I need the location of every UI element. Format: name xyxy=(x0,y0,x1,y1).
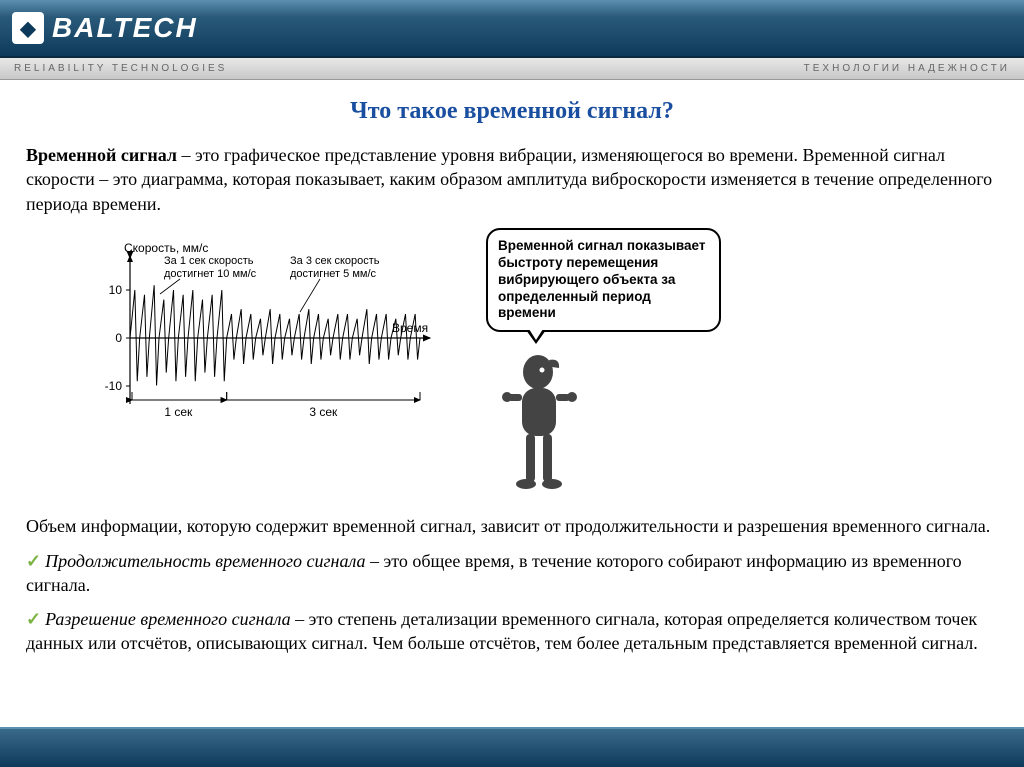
subheader-bar: RELIABILITY TECHNOLOGIES ТЕХНОЛОГИИ НАДЕ… xyxy=(0,58,1024,80)
waveform-chart: 10 0 -10 Скорость, мм/с Время За 1 сек скорос… xyxy=(86,228,456,443)
tagline-right: ТЕХНОЛОГИИ НАДЕЖНОСТИ xyxy=(804,63,1010,74)
tagline-left: RELIABILITY TECHNOLOGIES xyxy=(14,63,227,74)
bullet2-term: Разрешение временного сигнала xyxy=(45,609,291,629)
svg-text:-10: -10 xyxy=(105,379,123,393)
svg-text:За 3 сек скорость: За 3 сек скорость xyxy=(290,255,380,267)
content-area: Что такое временной сигнал? Временной си… xyxy=(0,80,1024,656)
svg-text:Время: Время xyxy=(392,321,428,335)
logo-icon: ◆ xyxy=(12,12,44,44)
bullet-2: ✓Разрешение временного сигнала – это сте… xyxy=(26,607,998,656)
logo-text: BALTECH xyxy=(52,12,198,44)
diagram-row: 10 0 -10 Скорость, мм/с Время За 1 сек скорос… xyxy=(86,228,998,500)
svg-text:достигнет 10 мм/с: достигнет 10 мм/с xyxy=(164,268,257,280)
bullet1-term: Продолжительность временного сигнала xyxy=(45,551,365,571)
check-icon: ✓ xyxy=(26,609,41,629)
check-icon: ✓ xyxy=(26,551,41,571)
svg-text:За 1 сек скорость: За 1 сек скорость xyxy=(164,255,254,267)
intro-term: Временной сигнал xyxy=(26,145,177,165)
svg-text:Скорость, мм/с: Скорость, мм/с xyxy=(124,241,208,255)
svg-text:1 сек: 1 сек xyxy=(164,405,193,419)
svg-text:3 сек: 3 сек xyxy=(309,405,338,419)
page-title: Что такое временной сигнал? xyxy=(26,98,998,125)
person-column: Временной сигнал показывает быстроту пер… xyxy=(486,228,721,500)
person-icon xyxy=(496,350,606,500)
bullet-1: ✓Продолжительность временного сигнала – … xyxy=(26,549,998,598)
intro-paragraph: Временной сигнал – это графическое предс… xyxy=(26,143,998,216)
header-bar: ◆ BALTECH xyxy=(0,0,1024,58)
waveform-svg: 10 0 -10 Скорость, мм/с Время За 1 сек скорос… xyxy=(86,228,456,438)
svg-text:10: 10 xyxy=(109,283,123,297)
speech-bubble: Временной сигнал показывает быстроту пер… xyxy=(486,228,721,332)
footer-bar xyxy=(0,727,1024,767)
svg-text:достигнет 5 мм/с: достигнет 5 мм/с xyxy=(290,268,377,280)
svg-text:0: 0 xyxy=(115,331,122,345)
body-paragraph-2: Объем информации, которую содержит време… xyxy=(26,514,998,538)
